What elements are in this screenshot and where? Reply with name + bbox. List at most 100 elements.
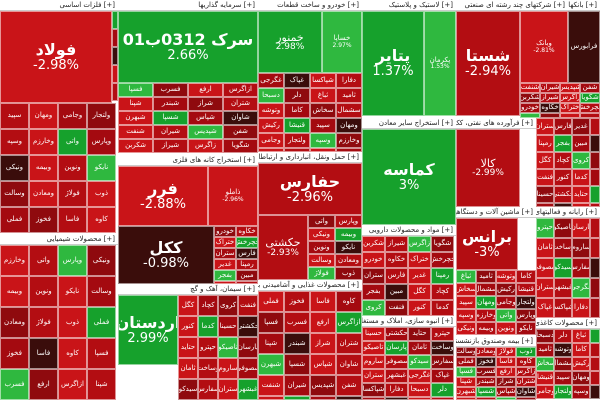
stock-tile[interactable]: شسپا bbox=[284, 354, 310, 375]
stock-tile[interactable]: ولتجار bbox=[516, 296, 536, 309]
stock-tile[interactable]: حتاید bbox=[178, 337, 198, 358]
stock-tile[interactable]: فنفت bbox=[385, 300, 408, 316]
stock-tile[interactable]: شیران bbox=[153, 125, 188, 139]
stock-tile[interactable]: فسپا bbox=[258, 312, 284, 333]
stock-tile[interactable]: حسینا bbox=[536, 186, 554, 203]
stock-tile[interactable]: شاوان bbox=[336, 354, 362, 375]
stock-tile[interactable]: شیراز bbox=[385, 236, 408, 252]
stock-tile[interactable]: سفارس bbox=[198, 379, 218, 400]
stock-tile[interactable]: شتران bbox=[336, 333, 362, 354]
stock-tile[interactable]: ذوب bbox=[58, 307, 87, 338]
stock-tile[interactable]: سخاش bbox=[456, 283, 476, 296]
stock-tile[interactable]: بفجر bbox=[362, 284, 385, 300]
stock-tile[interactable]: ارفع bbox=[310, 312, 336, 333]
stock-tile[interactable]: ولتجار bbox=[284, 133, 310, 148]
stock-tile[interactable]: کچاد bbox=[431, 284, 454, 300]
stock-tile[interactable]: ونوین bbox=[496, 322, 516, 335]
sector-header[interactable]: [+] محصولات شیمیایی bbox=[0, 234, 118, 245]
stock-tile[interactable] bbox=[590, 357, 600, 371]
stock-tile[interactable]: فاسا bbox=[29, 338, 58, 369]
stock-tile[interactable]: فولاژ bbox=[308, 267, 335, 280]
stock-tile[interactable]: برانس -3% bbox=[456, 218, 518, 270]
stock-tile[interactable]: کچاد bbox=[554, 152, 572, 169]
stock-tile[interactable]: بفجر bbox=[554, 135, 572, 152]
stock-tile[interactable]: غبشهر bbox=[385, 369, 408, 383]
stock-tile[interactable]: حسینا bbox=[362, 327, 385, 341]
stock-tile[interactable]: خچرخش bbox=[431, 252, 454, 268]
stock-tile[interactable]: سپید bbox=[0, 103, 29, 129]
stock-tile[interactable]: غدیر bbox=[572, 118, 590, 135]
stock-tile[interactable]: شپاس bbox=[188, 111, 223, 125]
stock-tile[interactable]: وخارزم bbox=[29, 129, 58, 155]
stock-tile[interactable]: خچرخش bbox=[580, 103, 600, 113]
stock-tile[interactable]: شسپا bbox=[476, 387, 496, 397]
stock-tile[interactable]: وبیمه bbox=[476, 322, 496, 335]
stock-tile[interactable]: کچاد bbox=[198, 295, 218, 316]
stock-tile[interactable]: سصوفی bbox=[536, 258, 554, 278]
stock-tile[interactable]: ستران bbox=[218, 379, 238, 400]
stock-tile[interactable]: دلر bbox=[431, 383, 454, 397]
stock-tile[interactable]: زاگرس bbox=[188, 139, 223, 153]
stock-tile[interactable]: وسالت bbox=[87, 276, 116, 307]
stock-tile[interactable]: دلر bbox=[284, 88, 310, 103]
sector-header[interactable]: [+] سرمایه گذاریها bbox=[118, 0, 258, 11]
stock-tile[interactable]: دسبحا bbox=[408, 383, 431, 397]
stock-tile[interactable]: وبیمه bbox=[29, 155, 58, 181]
stock-tile[interactable]: نایکو bbox=[87, 155, 116, 181]
stock-tile[interactable]: شیراز bbox=[153, 139, 188, 153]
stock-tile[interactable]: فسپا bbox=[456, 367, 476, 377]
stock-tile[interactable]: شستا -2.94% bbox=[456, 11, 520, 116]
stock-tile[interactable]: سشمال bbox=[336, 103, 362, 118]
stock-tile[interactable]: وتوشه bbox=[554, 343, 572, 357]
stock-tile[interactable]: پکرمان 1.53% bbox=[424, 11, 456, 116]
stock-tile[interactable]: کروی bbox=[218, 295, 238, 316]
stock-tile[interactable]: فملی bbox=[0, 207, 29, 233]
stock-tile[interactable]: فسپا bbox=[87, 338, 116, 369]
stock-tile[interactable]: وسپه bbox=[572, 385, 590, 399]
stock-tile[interactable] bbox=[572, 203, 590, 207]
stock-tile[interactable]: فسپا bbox=[118, 83, 153, 97]
stock-tile[interactable]: غدیر bbox=[214, 259, 236, 270]
stock-tile[interactable]: سصوفی bbox=[385, 355, 408, 369]
stock-tile[interactable]: وخارزم bbox=[476, 309, 496, 322]
stock-tile[interactable]: سپید bbox=[456, 296, 476, 309]
stock-tile[interactable]: وخارزم bbox=[336, 133, 362, 148]
stock-tile[interactable]: سرک 0312ب01 2.66% bbox=[118, 11, 258, 83]
stock-tile[interactable]: ومهان bbox=[336, 118, 362, 133]
stock-tile[interactable]: سصوفی bbox=[238, 358, 258, 379]
stock-tile[interactable]: فولاژ bbox=[496, 347, 516, 357]
stock-tile[interactable] bbox=[284, 148, 310, 152]
stock-tile[interactable]: شپاکسا bbox=[554, 298, 572, 318]
stock-tile[interactable]: شبهرن bbox=[258, 354, 284, 375]
stock-tile[interactable] bbox=[590, 298, 600, 318]
stock-tile[interactable]: خمنور 2.98% bbox=[258, 11, 322, 73]
stock-tile[interactable]: فسرب bbox=[476, 367, 496, 377]
sector-header[interactable]: [+] حمل ونقل، انبارداری و ارتباطات bbox=[258, 152, 362, 163]
stock-tile[interactable]: ثامید bbox=[536, 343, 554, 357]
stock-tile[interactable]: خودرو bbox=[362, 252, 385, 268]
stock-tile[interactable]: وپارس bbox=[516, 309, 536, 322]
stock-tile[interactable] bbox=[554, 203, 572, 207]
stock-tile[interactable]: قنیشا bbox=[536, 371, 554, 385]
stock-tile[interactable]: ونیکی bbox=[456, 322, 476, 335]
stock-tile[interactable]: فرر -2.88% bbox=[118, 166, 208, 226]
stock-tile[interactable]: خودرو bbox=[520, 103, 540, 113]
stock-tile[interactable]: شپاکسا bbox=[310, 73, 336, 88]
stock-tile[interactable]: کگل bbox=[408, 284, 431, 300]
stock-tile[interactable]: غپاک bbox=[431, 369, 454, 383]
stock-tile[interactable]: فخوز bbox=[29, 207, 58, 233]
sector-header[interactable]: [+] محصولات کاغذی bbox=[536, 318, 600, 329]
stock-tile[interactable]: واتی bbox=[308, 215, 335, 228]
stock-tile[interactable]: ارفع bbox=[29, 369, 58, 400]
stock-tile[interactable]: شپاس bbox=[496, 387, 516, 397]
stock-tile[interactable]: ومهان bbox=[572, 371, 590, 385]
stock-tile[interactable]: شبندر bbox=[476, 377, 496, 387]
stock-tile[interactable] bbox=[590, 371, 600, 385]
stock-tile[interactable]: ارفع bbox=[496, 367, 516, 377]
stock-tile[interactable]: پارسان bbox=[572, 218, 590, 238]
stock-tile[interactable]: ازاگرس bbox=[336, 312, 362, 333]
stock-tile[interactable]: ثامان bbox=[408, 341, 431, 355]
stock-tile[interactable]: فملی bbox=[258, 291, 284, 312]
stock-tile[interactable]: ستران bbox=[362, 268, 385, 284]
stock-tile[interactable]: غگرجی bbox=[258, 73, 284, 88]
